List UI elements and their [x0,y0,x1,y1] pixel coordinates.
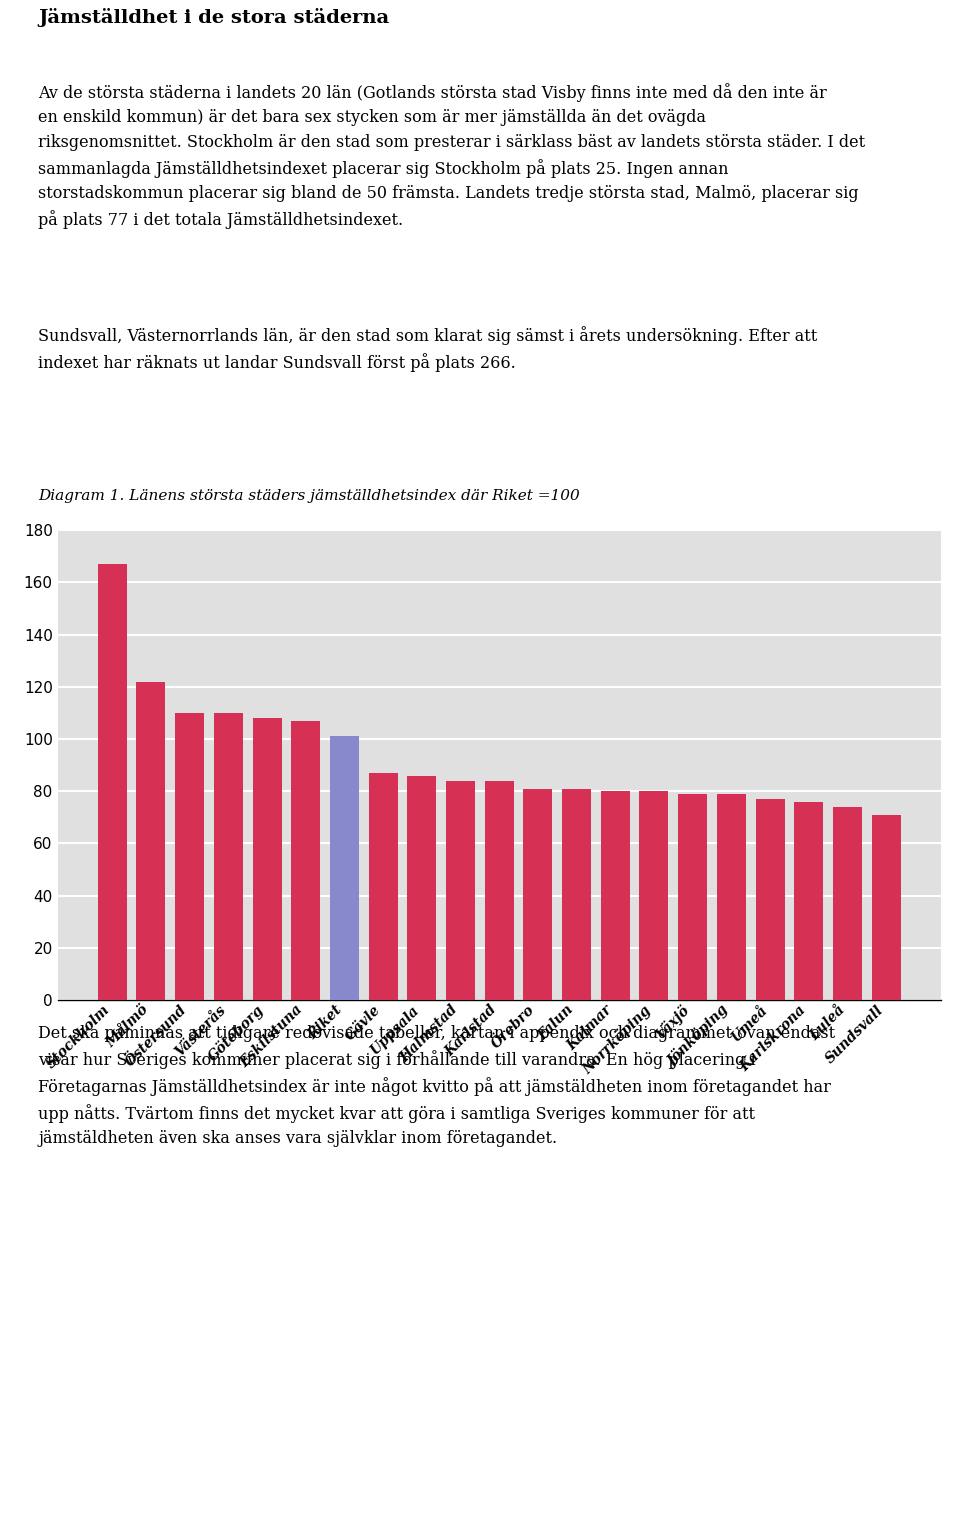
Bar [639,791,668,1000]
Bar [291,721,321,1000]
Bar [98,564,127,1000]
Bar [833,807,862,1000]
Text: Jämställdhet i de stora städerna: Jämställdhet i de stora städerna [38,8,390,27]
Text: Det ska påminnas att tidigare redovisade tabeller, kartan i appendix och diagram: Det ska påminnas att tidigare redovisade… [38,1023,835,1147]
Bar [407,776,437,1000]
Bar [485,780,514,1000]
Bar [717,794,746,1000]
Bar [562,788,591,1000]
Bar [523,788,552,1000]
Text: Diagram 1. Länens största städers jämställdhetsindex där Riket =100: Diagram 1. Länens största städers jämstä… [38,489,580,503]
Bar [330,736,359,1000]
Bar [756,798,784,1000]
Bar [794,801,824,1000]
Bar [214,714,243,1000]
Bar [872,815,900,1000]
Bar [601,791,630,1000]
Bar [175,714,204,1000]
Bar [678,794,708,1000]
Bar [446,780,475,1000]
Text: Av de största städerna i landets 20 län (Gotlands största stad Visby finns inte : Av de största städerna i landets 20 län … [38,83,866,229]
Bar [369,773,397,1000]
Bar [136,682,165,1000]
Bar [252,718,281,1000]
Text: Sundsvall, Västernorrlands län, är den stad som klarat sig sämst i årets undersö: Sundsvall, Västernorrlands län, är den s… [38,326,818,371]
